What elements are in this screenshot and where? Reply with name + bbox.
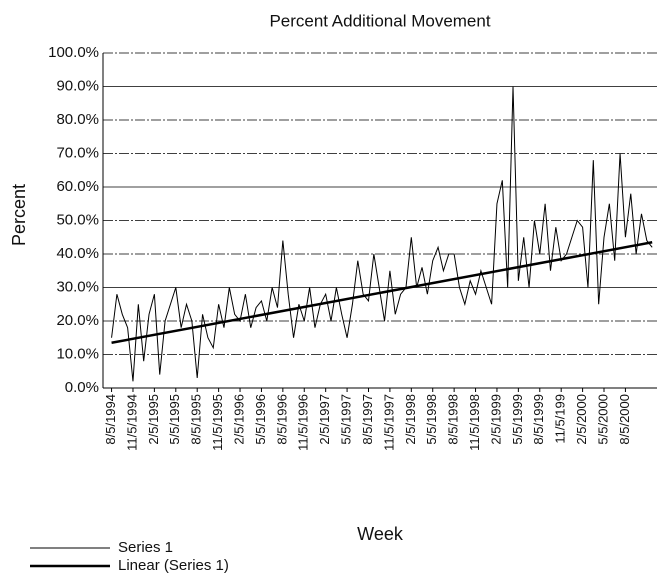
y-tick-label: 50.0% (56, 211, 99, 228)
x-tick-label: 2/5/2000 (574, 394, 589, 445)
x-tick-label: 11/5/1997 (381, 394, 396, 451)
x-tick-label: 5/5/1998 (424, 394, 439, 445)
chart-title: Percent Additional Movement (269, 11, 490, 30)
trend-line (111, 241, 653, 345)
x-tick-label: 11/5/199 (553, 394, 568, 444)
x-tick-label: 11/5/1994 (124, 394, 139, 451)
y-tick-label: 100.0% (48, 44, 99, 61)
x-tick-label: 11/5/1995 (210, 394, 225, 451)
y-tick-label: 30.0% (56, 278, 99, 295)
x-tick-label: 8/5/1997 (360, 394, 375, 445)
x-tick-label: 5/5/1996 (253, 394, 268, 445)
x-tick-label: 8/5/1998 (446, 394, 461, 445)
y-tick-label: 0.0% (65, 379, 99, 396)
x-tick-label: 5/5/1995 (167, 394, 182, 445)
x-tick-label: 5/5/1997 (339, 394, 354, 445)
x-axis-label: Week (357, 524, 404, 544)
y-tick-label: 10.0% (56, 345, 99, 362)
x-tick-label: 2/5/1995 (146, 394, 161, 445)
x-tick-label: 2/5/1998 (403, 394, 418, 445)
x-tick-label: 8/5/2000 (617, 394, 632, 445)
x-tick-label: 2/5/1996 (231, 394, 246, 445)
x-tick-label: 8/5/1994 (103, 394, 118, 445)
legend-label: Series 1 (118, 539, 173, 556)
y-tick-label: 40.0% (56, 245, 99, 262)
x-tick-label: 2/5/1997 (317, 394, 332, 445)
y-tick-label: 70.0% (56, 144, 99, 161)
y-tick-label: 20.0% (56, 312, 99, 329)
y-axis-label: Percent (9, 184, 29, 246)
y-tick-label: 80.0% (56, 111, 99, 128)
series-line (111, 86, 653, 382)
y-tick-label: 90.0% (56, 77, 99, 94)
legend-label: Linear (Series 1) (118, 557, 229, 574)
x-tick-label: 5/5/1999 (510, 394, 525, 445)
x-tick-label: 11/5/1998 (467, 394, 482, 451)
x-tick-label: 8/5/1995 (189, 394, 204, 445)
x-tick-label: 2/5/1999 (488, 394, 503, 445)
x-tick-label: 8/5/1999 (531, 394, 546, 445)
x-tick-label: 5/5/2000 (595, 394, 610, 445)
x-tick-label: 11/5/1996 (296, 394, 311, 451)
x-tick-label: 8/5/1996 (274, 394, 289, 445)
y-tick-label: 60.0% (56, 178, 99, 195)
